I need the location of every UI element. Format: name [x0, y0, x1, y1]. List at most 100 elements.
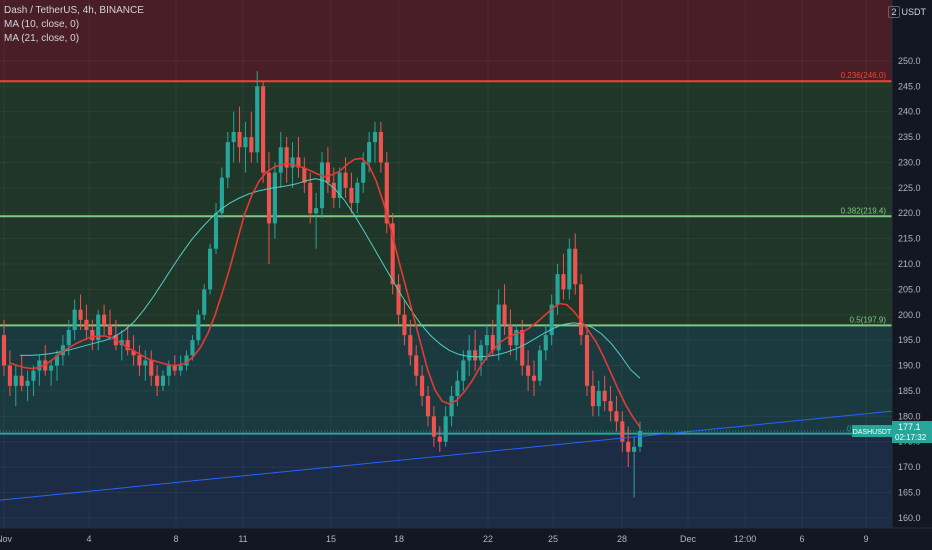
candle-body: [467, 350, 472, 361]
candle-body: [290, 157, 295, 168]
candle-body: [584, 335, 590, 386]
price-tick-label: 195.0: [898, 335, 921, 345]
candle-body: [520, 330, 525, 366]
trendline-line: [0, 410, 893, 501]
candle-body: [608, 401, 613, 412]
candle-body: [196, 314, 201, 341]
candle-body: [255, 86, 260, 153]
price-tick-label: 235.0: [898, 132, 921, 142]
price-tick-label: 185.0: [898, 386, 921, 396]
candle-body: [579, 284, 584, 336]
candle-body: [396, 284, 401, 315]
price-tick-label: 205.0: [898, 284, 921, 294]
candle-body: [284, 147, 289, 168]
candle-body: [372, 132, 378, 143]
candle-body: [367, 142, 372, 163]
candle-body: [66, 330, 71, 346]
time-tick-label: 25: [548, 534, 558, 544]
price-tick-label: 225.0: [898, 183, 921, 193]
currency-unit[interactable]: 2 USDT: [888, 6, 926, 18]
time-axis-bg: [0, 528, 932, 550]
candle-body: [261, 86, 266, 173]
candle-body: [526, 365, 531, 376]
candle-body: [408, 335, 413, 356]
candle-body: [237, 132, 242, 148]
candle-body: [478, 345, 484, 361]
moving-averages: [9, 157, 641, 428]
candle-body: [60, 345, 65, 356]
trendline[interactable]: [0, 410, 893, 501]
price-tick-label: 160.0: [898, 513, 921, 523]
candle-body: [125, 340, 130, 351]
candle-body: [437, 436, 442, 442]
candle-body: [7, 365, 12, 386]
candle-body: [96, 314, 101, 341]
last-price-countdown: 02:17:32: [895, 433, 927, 442]
candle-body: [349, 187, 354, 204]
candle-body: [325, 162, 330, 183]
candle-body: [37, 360, 42, 371]
candle-body: [25, 380, 30, 386]
candle-body: [361, 162, 366, 183]
candle-body: [402, 314, 407, 336]
candle-body: [425, 396, 431, 417]
candle-body: [496, 304, 501, 351]
candle-body: [84, 319, 89, 330]
fib-label-2: 0.5(197.9): [850, 315, 887, 324]
last-price-label: DASHUSDT 177.102:17:32: [0, 421, 932, 444]
symbol-tag-bg: [852, 425, 892, 438]
time-axis[interactable]: Nov 4 8 11 15 18 22 25 28 Dec 12:00 6 9: [0, 527, 932, 550]
candle-body: [90, 330, 95, 341]
price-tick-label: 180.0: [898, 411, 921, 421]
last-price-value: 177.1: [898, 422, 921, 432]
candle-body: [455, 380, 460, 396]
candle-body: [319, 162, 325, 209]
candle-body: [178, 365, 183, 371]
ma10-legend[interactable]: MA (10, close, 0): [4, 19, 80, 30]
candle-body: [243, 137, 248, 148]
candle-body: [160, 375, 166, 386]
candle-body: [296, 157, 301, 168]
candle-body: [449, 396, 454, 417]
candle-body: [278, 147, 283, 173]
candle-body: [626, 441, 631, 452]
candle-body: [131, 350, 136, 356]
candle-body: [490, 335, 495, 351]
candle-body: [102, 314, 107, 325]
time-tick-label: 22: [483, 534, 493, 544]
time-tick-label: 4: [86, 534, 91, 544]
time-tick-label: 6: [799, 534, 804, 544]
candle-body: [213, 213, 219, 249]
chart-legend: Dash / TetherUS, 4h, BINANCE MA (10, clo…: [4, 4, 144, 46]
price-tick-label: 190.0: [898, 361, 921, 371]
ma21-line: [20, 178, 641, 379]
fib-label-1: 0.382(219.4): [841, 206, 887, 215]
price-tick-label: 165.0: [898, 487, 921, 497]
symbol-line[interactable]: Dash / TetherUS, 4h, BINANCE: [4, 5, 144, 16]
candle-body: [508, 324, 513, 346]
time-tick-label: 11: [238, 534, 247, 544]
price-tick-label: 245.0: [898, 81, 921, 91]
time-tick-label: 12:00: [734, 534, 757, 544]
price-axis[interactable]: 160.0165.0170.0175.0180.0185.0190.0195.0…: [891, 0, 932, 550]
ma21-legend[interactable]: MA (21, close, 0): [4, 33, 80, 44]
candle-body: [155, 375, 160, 386]
candle-body: [555, 274, 560, 305]
candle-body: [390, 223, 395, 285]
candle-body: [78, 309, 83, 320]
candle-body: [331, 182, 336, 198]
time-tick-label: 8: [173, 534, 178, 544]
time-tick-label: 28: [617, 534, 627, 544]
candle-body: [31, 370, 36, 381]
candle-body: [561, 274, 566, 290]
candle-body: [337, 172, 342, 198]
candle-body: [355, 182, 360, 204]
candle-body: [384, 162, 389, 224]
candle-body: [266, 172, 272, 224]
time-tick-label: 9: [863, 534, 868, 544]
price-tick-label: 240.0: [898, 107, 921, 117]
price-tick-label: 170.0: [898, 462, 921, 472]
candle-body: [302, 167, 307, 183]
candle-body: [414, 355, 419, 376]
